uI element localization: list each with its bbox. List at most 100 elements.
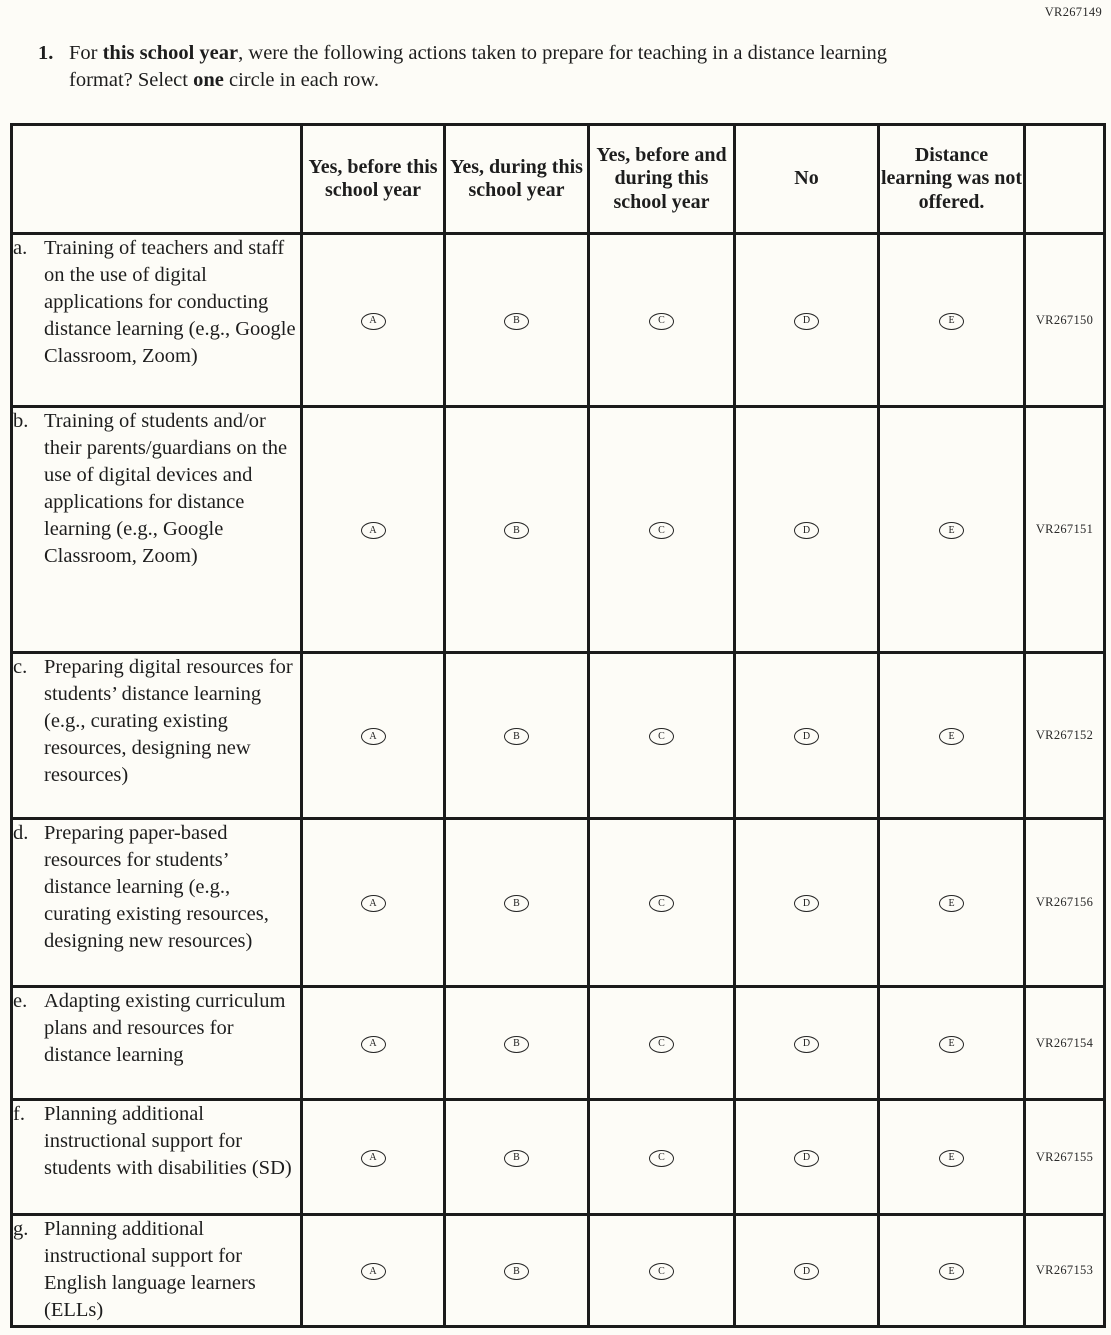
option-c-bubble[interactable]: C — [649, 895, 674, 913]
table-row-c: c. Preparing digital resources for studen… — [10, 651, 1106, 820]
question-text: For this school year, were the following… — [69, 40, 924, 95]
option-e-bubble[interactable]: E — [939, 895, 964, 913]
row-f-option-a-cell: A — [300, 1098, 446, 1216]
option-a-bubble[interactable]: A — [360, 1035, 386, 1053]
option-c-bubble[interactable]: C — [649, 728, 674, 746]
question-text-part: circle in each row. — [223, 69, 380, 92]
row-g-option-c-cell: C — [587, 1213, 736, 1328]
option-e-bubble[interactable]: E — [939, 312, 964, 330]
header-code-cell — [1023, 123, 1106, 235]
row-c-option-c-cell: C — [587, 651, 736, 820]
table-row-e: e. Adapting existing curriculum plans and… — [10, 985, 1106, 1101]
row-letter: f. — [13, 1103, 25, 1125]
row-code: VR267150 — [1023, 232, 1106, 408]
row-a-label: a. Training of teachers and staff on the … — [10, 232, 303, 408]
row-text: Preparing digital resources for students… — [44, 656, 293, 786]
row-letter: d. — [13, 822, 29, 844]
option-e-bubble[interactable]: E — [939, 1149, 964, 1167]
option-d-bubble[interactable]: D — [794, 1263, 819, 1281]
row-c-option-a-cell: A — [300, 651, 446, 820]
header-row: Yes, before this school year Yes, during… — [10, 123, 1106, 235]
row-e-option-d-cell: D — [733, 985, 880, 1101]
option-b-bubble[interactable]: B — [504, 1035, 529, 1053]
row-b-option-e-cell: E — [877, 405, 1026, 654]
option-a-bubble[interactable]: A — [360, 522, 386, 540]
option-d-bubble[interactable]: D — [794, 728, 819, 746]
row-code: VR267154 — [1023, 985, 1106, 1101]
option-b-bubble[interactable]: B — [504, 522, 529, 540]
table-row-a: a. Training of teachers and staff on the … — [10, 232, 1106, 408]
row-g-option-a-cell: A — [300, 1213, 446, 1328]
option-e-bubble[interactable]: E — [939, 1263, 964, 1281]
option-e-bubble[interactable]: E — [939, 728, 964, 746]
option-d-bubble[interactable]: D — [794, 522, 819, 540]
option-b-bubble[interactable]: B — [504, 895, 529, 913]
col-header-dl-not-offered: Distance learning was not offered. — [877, 123, 1026, 235]
option-a-bubble[interactable]: A — [360, 728, 386, 746]
row-letter: b. — [13, 410, 29, 432]
row-code: VR267151 — [1023, 405, 1106, 654]
row-g-option-d-cell: D — [733, 1213, 880, 1328]
option-c-bubble[interactable]: C — [649, 1149, 674, 1167]
option-a-bubble[interactable]: A — [360, 1149, 386, 1167]
option-a-bubble[interactable]: A — [360, 895, 386, 913]
option-e-bubble[interactable]: E — [939, 522, 964, 540]
row-text: Training of students and/or their parent… — [44, 410, 288, 567]
option-e-bubble[interactable]: E — [939, 1035, 964, 1053]
row-b-option-c-cell: C — [587, 405, 736, 654]
row-e-option-a-cell: A — [300, 985, 446, 1101]
option-b-bubble[interactable]: B — [504, 1149, 529, 1167]
table-row-b: b. Training of students and/or their pare… — [10, 405, 1106, 654]
col-header-yes-before-and-during: Yes, before and during this school year — [587, 123, 736, 235]
col-header-yes-during: Yes, during this school year — [443, 123, 590, 235]
row-text: Planning additional instructional suppor… — [44, 1218, 256, 1321]
page-code: VR267149 — [1044, 5, 1102, 19]
option-d-bubble[interactable]: D — [794, 312, 819, 330]
option-d-bubble[interactable]: D — [794, 1149, 819, 1167]
row-letter: g. — [13, 1218, 29, 1240]
row-d-option-c-cell: C — [587, 817, 736, 988]
row-f-option-b-cell: B — [443, 1098, 590, 1216]
option-b-bubble[interactable]: B — [504, 728, 529, 746]
option-c-bubble[interactable]: C — [649, 1035, 674, 1053]
row-code: VR267156 — [1023, 817, 1106, 988]
question-text-part: For — [69, 42, 103, 64]
row-b-option-a-cell: A — [300, 405, 446, 654]
row-f-option-c-cell: C — [587, 1098, 736, 1216]
row-a-option-e-cell: E — [877, 232, 1026, 408]
option-c-bubble[interactable]: C — [649, 522, 674, 540]
row-e-option-b-cell: B — [443, 985, 590, 1101]
option-b-bubble[interactable]: B — [504, 1263, 529, 1281]
row-g-option-e-cell: E — [877, 1213, 1026, 1328]
row-d-option-a-cell: A — [300, 817, 446, 988]
row-a-option-b-cell: B — [443, 232, 590, 408]
row-d-option-e-cell: E — [877, 817, 1026, 988]
row-g-option-b-cell: B — [443, 1213, 590, 1328]
header-empty-cell — [10, 123, 303, 235]
option-a-bubble[interactable]: A — [360, 312, 386, 330]
row-d-option-b-cell: B — [443, 817, 590, 988]
row-code: VR267153 — [1023, 1213, 1106, 1328]
question-bold-this-school-year: this school year — [102, 42, 239, 64]
row-f-option-e-cell: E — [877, 1098, 1026, 1216]
option-c-bubble[interactable]: C — [649, 312, 674, 330]
row-text: Training of teachers and staff on the us… — [44, 237, 296, 367]
row-a-option-c-cell: C — [587, 232, 736, 408]
row-code: VR267152 — [1023, 651, 1106, 820]
row-c-option-d-cell: D — [733, 651, 880, 820]
response-table: Yes, before this school year Yes, during… — [10, 123, 1106, 1328]
option-b-bubble[interactable]: B — [504, 312, 529, 330]
option-d-bubble[interactable]: D — [794, 895, 819, 913]
row-c-label: c. Preparing digital resources for studen… — [10, 651, 303, 820]
table-row-f: f. Planning additional instructional supp… — [10, 1098, 1106, 1216]
question-bold-one: one — [193, 69, 224, 92]
question-number: 1. — [38, 42, 54, 64]
row-text: Adapting existing curriculum plans and r… — [44, 990, 286, 1066]
row-f-label: f. Planning additional instructional supp… — [10, 1098, 303, 1216]
option-a-bubble[interactable]: A — [360, 1263, 386, 1281]
option-d-bubble[interactable]: D — [794, 1035, 819, 1053]
row-b-label: b. Training of students and/or their pare… — [10, 405, 303, 654]
row-code: VR267155 — [1023, 1098, 1106, 1216]
question-text-part: , were the following actions taken to pr… — [69, 42, 888, 92]
option-c-bubble[interactable]: C — [649, 1263, 674, 1281]
